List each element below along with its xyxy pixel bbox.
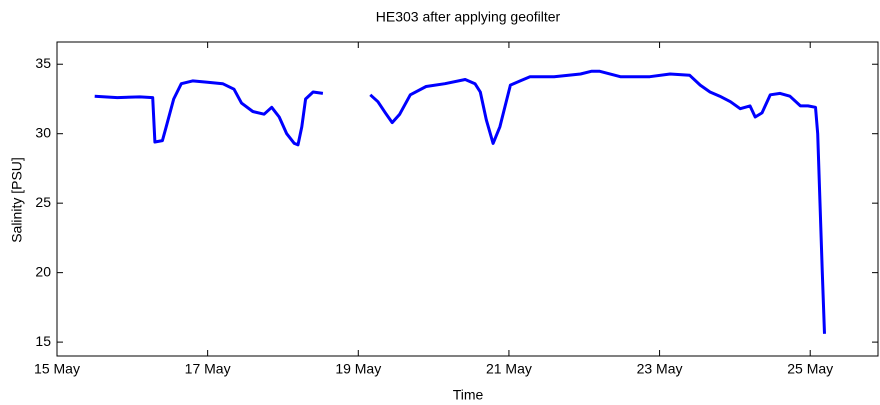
- plot-frame: [56, 41, 879, 357]
- y-tick-label: 15: [35, 333, 51, 349]
- y-tick-label: 35: [35, 55, 51, 71]
- x-tick-label: 17 May: [185, 361, 231, 377]
- y-tick-label: 25: [35, 194, 51, 210]
- x-tick-label: 25 May: [787, 361, 833, 377]
- y-axis-label: Salinity [PSU]: [9, 157, 25, 243]
- x-tick-label: 21 May: [486, 361, 532, 377]
- x-tick-label: 19 May: [335, 361, 381, 377]
- y-tick-label: 30: [35, 124, 51, 140]
- x-tick-label: 15 May: [34, 361, 80, 377]
- y-tick-label: 20: [35, 263, 51, 279]
- x-axis-label: Time: [453, 387, 484, 403]
- data-line: [94, 69, 826, 334]
- chart-title: HE303 after applying geofilter: [376, 9, 561, 25]
- x-tick-label: 23 May: [637, 361, 683, 377]
